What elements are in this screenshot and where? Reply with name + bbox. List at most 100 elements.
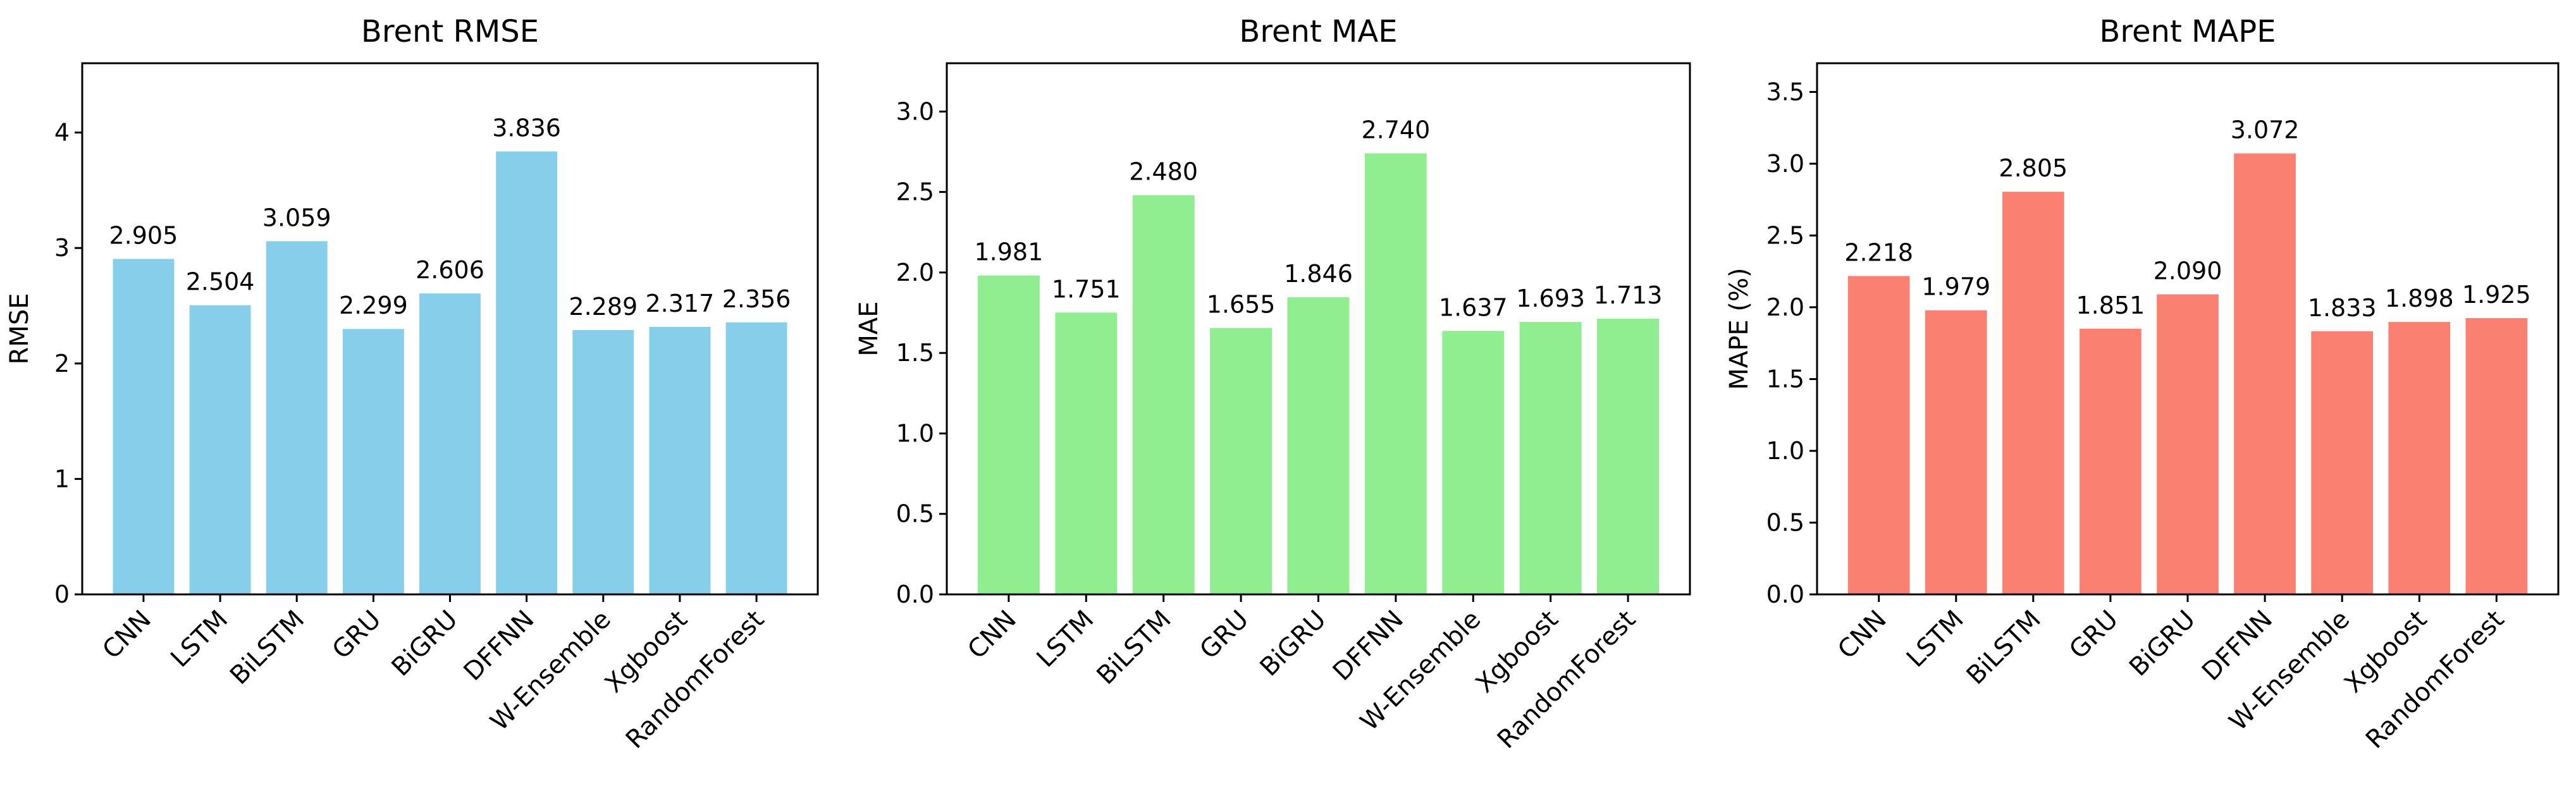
data-label: 1.925 xyxy=(2462,281,2531,309)
category-label: CNN xyxy=(962,605,1022,665)
data-label: 2.504 xyxy=(186,268,255,296)
bar xyxy=(2388,322,2451,594)
y-tick-label: 3 xyxy=(54,234,70,262)
data-label: 2.356 xyxy=(722,285,791,313)
data-label: 1.833 xyxy=(2308,294,2377,322)
data-label: 1.693 xyxy=(1516,285,1585,312)
category-label: RandomForest xyxy=(1492,605,1641,754)
data-label: 2.299 xyxy=(339,292,408,319)
y-tick-label: 1.5 xyxy=(896,339,934,367)
bar xyxy=(2080,328,2142,594)
y-tick-label: 3.5 xyxy=(1766,78,1804,106)
category-label: RandomForest xyxy=(2360,605,2510,754)
bar xyxy=(1055,312,1118,594)
data-label: 1.655 xyxy=(1207,291,1276,319)
y-tick-label: 3.0 xyxy=(896,97,934,125)
y-tick-label: 0.5 xyxy=(1766,509,1804,537)
bar xyxy=(2002,192,2064,594)
bar xyxy=(189,305,251,594)
category-label: BiGRU xyxy=(2124,605,2201,682)
data-label: 1.898 xyxy=(2385,285,2454,312)
y-tick-label: 1.0 xyxy=(1766,437,1804,465)
y-tick-label: 0 xyxy=(54,580,70,608)
y-tick-label: 2 xyxy=(54,350,70,378)
data-label: 2.480 xyxy=(1129,158,1198,186)
data-label: 1.979 xyxy=(1921,273,1990,301)
data-label: 2.740 xyxy=(1362,116,1431,144)
bar xyxy=(2465,318,2528,594)
data-label: 2.218 xyxy=(1844,239,1913,267)
category-label: GRU xyxy=(1194,605,1254,665)
bar xyxy=(342,329,404,594)
bar xyxy=(113,259,175,594)
plot-frame xyxy=(1816,62,2560,596)
data-label: 2.289 xyxy=(569,293,638,321)
bar xyxy=(1519,322,1582,594)
bar xyxy=(572,330,634,594)
y-tick-label: 0.0 xyxy=(1766,580,1804,608)
y-tick-label: 0.5 xyxy=(896,500,934,528)
category-label: LSTM xyxy=(165,605,233,673)
category-label: BiLSTM xyxy=(225,605,310,691)
y-tick-label: 3.0 xyxy=(1766,150,1804,178)
y-axis-label: MAE xyxy=(854,301,884,356)
category-label: BiLSTM xyxy=(1961,605,2047,691)
category-label: BiGRU xyxy=(1255,605,1332,682)
y-axis-label: MAPE (%) xyxy=(1725,267,1754,390)
data-label: 3.836 xyxy=(492,114,561,142)
data-label: 3.059 xyxy=(262,204,331,231)
bar xyxy=(649,326,711,594)
bar xyxy=(1287,297,1350,594)
bar xyxy=(1442,331,1505,594)
y-tick-label: 4 xyxy=(54,119,70,147)
chart-title: Brent RMSE xyxy=(361,14,539,49)
data-label: 2.317 xyxy=(646,290,715,317)
category-label: GRU xyxy=(2064,605,2124,665)
category-label: BiLSTM xyxy=(1092,605,1177,691)
y-axis-label: RMSE xyxy=(5,293,34,365)
bar xyxy=(2311,331,2373,594)
bar xyxy=(978,275,1040,594)
bar xyxy=(1597,319,1659,594)
chart-brent-mae: Brent MAE MAE 1.981 CNN 1.751 LSTM 2.480 BiLS… xyxy=(854,14,1691,754)
bar xyxy=(725,322,787,594)
plot-frame xyxy=(81,62,819,596)
y-tick-label: 2.5 xyxy=(1766,221,1804,249)
data-label: 2.090 xyxy=(2154,257,2222,285)
bar xyxy=(2234,153,2296,595)
category-label: GRU xyxy=(327,605,387,665)
category-label: CNN xyxy=(1832,605,1892,665)
chart-brent-mape: Brent MAPE MAPE (%) 2.218 CNN 1.979 LSTM 2.8… xyxy=(1725,14,2560,754)
y-tick-label: 2.5 xyxy=(896,178,934,206)
bar xyxy=(1132,195,1195,594)
bar xyxy=(1364,153,1427,594)
bar xyxy=(1210,328,1272,594)
data-label: 3.072 xyxy=(2231,116,2300,144)
data-label: 2.805 xyxy=(1999,154,2068,182)
bar xyxy=(2157,294,2219,594)
data-label: 1.851 xyxy=(2076,292,2145,319)
y-tick-label: 1.0 xyxy=(896,420,934,448)
data-label: 1.846 xyxy=(1284,260,1353,288)
data-label: 1.751 xyxy=(1052,275,1121,303)
data-label: 1.713 xyxy=(1594,281,1663,309)
category-label: BiGRU xyxy=(386,605,464,682)
category-label: RandomForest xyxy=(620,605,770,754)
bar xyxy=(1925,310,1987,594)
bar xyxy=(496,151,558,594)
data-label: 1.637 xyxy=(1439,293,1508,321)
data-label: 2.606 xyxy=(416,256,484,284)
y-tick-label: 1 xyxy=(54,465,70,493)
y-tick-label: 1.5 xyxy=(1766,365,1804,393)
bar xyxy=(1847,276,1910,594)
data-label: 2.905 xyxy=(109,222,178,250)
category-label: CNN xyxy=(97,605,157,665)
y-tick-label: 2.0 xyxy=(896,259,934,286)
category-label: LSTM xyxy=(1031,605,1099,673)
data-label: 1.981 xyxy=(975,238,1044,266)
chart-brent-rmse: Brent RMSE RMSE 2.905 CNN 2.504 LSTM 3.059 Bi… xyxy=(5,14,819,754)
y-tick-label: 0.0 xyxy=(896,580,934,608)
plot-frame xyxy=(946,62,1691,596)
category-label: LSTM xyxy=(1901,605,1969,673)
